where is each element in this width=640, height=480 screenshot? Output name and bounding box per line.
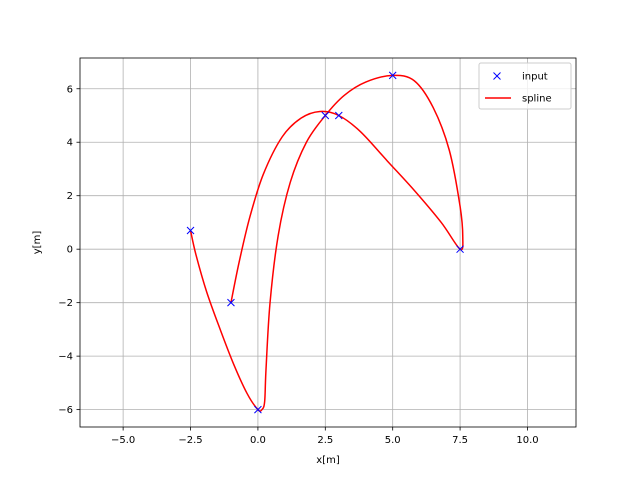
x-tick-label: 10.0 — [516, 435, 538, 446]
x-axis: −5.0 −2.5 0.0 2.5 5.0 7.5 10.0 — [111, 427, 539, 446]
y-axis: −6 −4 −2 0 2 4 6 — [58, 84, 80, 416]
y-tick-label: −6 — [58, 405, 73, 416]
x-tick-label: 5.0 — [385, 435, 401, 446]
legend-marker — [493, 72, 501, 80]
y-tick-label: 0 — [67, 245, 73, 256]
legend-label: spline — [522, 94, 552, 105]
marker-point — [227, 298, 235, 307]
y-tick-label: −4 — [58, 352, 73, 363]
y-tick-label: −2 — [58, 298, 73, 309]
y-axis-label: y[m] — [32, 231, 43, 255]
y-tick-label: 2 — [67, 191, 73, 202]
marker-point — [254, 405, 262, 414]
marker-point — [321, 111, 330, 120]
x-axis-label: x[m] — [316, 455, 340, 466]
plot-area — [80, 58, 576, 427]
plot-frame — [79, 57, 577, 428]
x-tick-label: −2.5 — [178, 435, 202, 446]
series-layer — [186, 71, 464, 414]
x-tick-label: 7.5 — [452, 435, 468, 446]
marker-point — [456, 245, 464, 254]
legend-item-input: input — [493, 72, 548, 83]
y-tick-label: 6 — [67, 84, 73, 95]
legend-item-spline: spline — [485, 94, 552, 105]
series-markers-input — [186, 71, 464, 414]
x-tick-label: 0.0 — [250, 435, 266, 446]
legend-label: input — [522, 72, 548, 83]
x-tick-label: −5.0 — [111, 435, 135, 446]
marker-point — [334, 111, 343, 120]
legend: input spline — [478, 62, 572, 110]
marker-point — [388, 71, 397, 80]
y-tick-label: 4 — [67, 138, 73, 149]
grid — [80, 58, 576, 427]
marker-point — [186, 226, 195, 235]
x-tick-label: 2.5 — [317, 435, 333, 446]
